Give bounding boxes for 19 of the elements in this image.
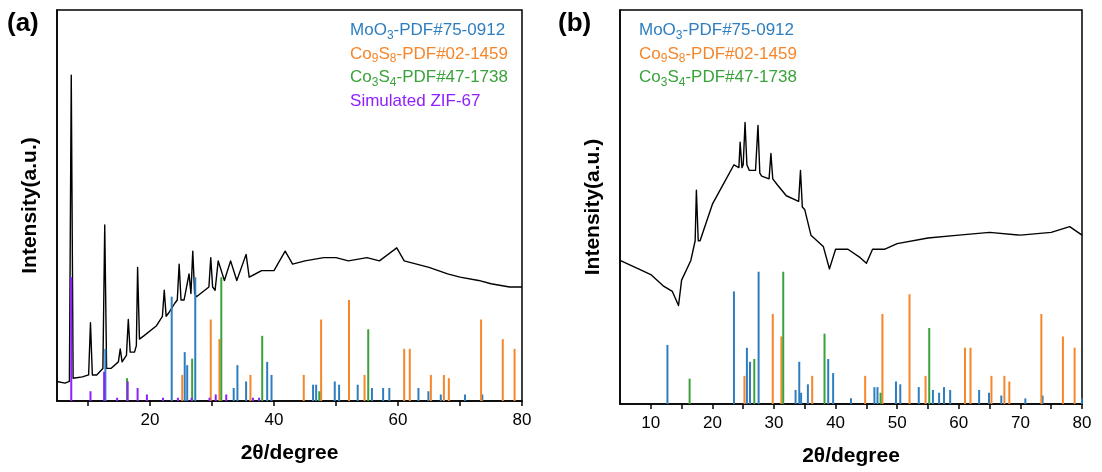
x-tick-label: 50 bbox=[887, 413, 907, 432]
x-tick-label: 70 bbox=[1010, 413, 1030, 432]
y-axis-title: Intensity(a.u.) bbox=[580, 138, 603, 276]
x-tick-label: 80 bbox=[1072, 413, 1092, 432]
chart-title: (b) bbox=[558, 7, 592, 37]
chart-title: (a) bbox=[7, 7, 39, 37]
x-axis-title: 2θ/degree bbox=[240, 440, 339, 463]
x-tick-label: 80 bbox=[512, 410, 532, 429]
x-tick-label: 20 bbox=[702, 413, 722, 432]
text: Simulated ZIF-67 bbox=[350, 90, 481, 110]
x-tick-label: 60 bbox=[388, 410, 408, 429]
x-tick-label: 40 bbox=[264, 410, 284, 429]
x-tick-label: 20 bbox=[140, 410, 160, 429]
x-tick-label: 60 bbox=[949, 413, 969, 432]
y-axis-title: Intensity(a.u.) bbox=[17, 137, 40, 274]
x-tick-label: 40 bbox=[826, 413, 846, 432]
x-tick-label: 10 bbox=[641, 413, 661, 432]
x-tick-label: 30 bbox=[764, 413, 784, 432]
x-axis-title: 2θ/degree bbox=[802, 443, 900, 466]
